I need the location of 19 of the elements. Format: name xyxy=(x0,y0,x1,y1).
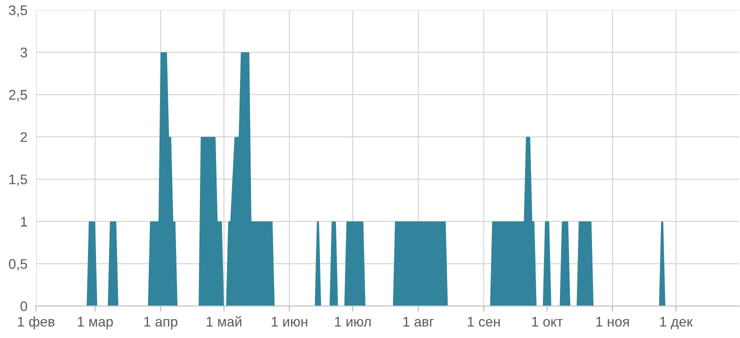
x-tick-label: 1 авг xyxy=(403,316,434,327)
y-tick-label: 2 xyxy=(20,132,27,142)
y-tick-label: 3,5 xyxy=(8,5,28,17)
y-tick-label: 1,5 xyxy=(9,174,28,186)
x-tick-label: 1 июн xyxy=(272,316,308,327)
y-tick-label: 1 xyxy=(21,216,27,226)
x-tick-label: 1 мар xyxy=(78,316,113,330)
y-tick-label: 3 xyxy=(20,48,28,58)
x-tick-label: 1 июл xyxy=(335,316,371,327)
x-tick-label: 1 фев xyxy=(18,316,54,330)
x-tick-label: 1 сен xyxy=(468,316,500,327)
x-tick-label: 1 май xyxy=(206,316,242,327)
y-tick-label: 2,5 xyxy=(9,90,28,102)
y-tick-label: 0 xyxy=(20,301,28,312)
x-tick-label: 1 окт xyxy=(532,316,563,327)
y-tick-label: 0,5 xyxy=(8,259,28,271)
x-tick-label: 1 апр xyxy=(144,316,178,330)
x-tick-label: 1 ноя xyxy=(596,316,629,327)
x-tick-label: 1 дек xyxy=(660,316,693,330)
